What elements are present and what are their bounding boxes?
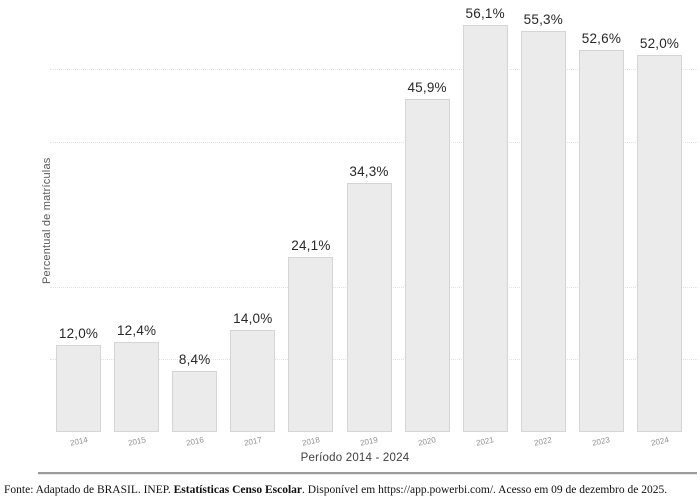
value-label-2016: 8,4%	[178, 352, 211, 368]
source-note-prefix: Fonte: Adaptado de BRASIL. INEP.	[4, 484, 174, 496]
bar-2015	[114, 342, 160, 432]
x-tick-2020: 2020	[417, 435, 437, 448]
source-note-bold: Estatísticas Censo Escolar	[173, 484, 303, 496]
bar-2024	[637, 54, 682, 432]
value-label-2014: 12,0%	[58, 325, 99, 341]
value-label-2022: 55,3%	[523, 11, 563, 27]
gridline-40	[50, 141, 698, 143]
value-label-2015: 12,4%	[116, 323, 157, 339]
x-tick-2021: 2021	[475, 435, 495, 448]
x-tick-2017: 2017	[243, 435, 263, 448]
source-note: Fonte: Adaptado de BRASIL. INEP. Estatís…	[4, 484, 698, 496]
bar-2023	[578, 50, 624, 432]
footer-divider	[38, 472, 697, 475]
bar-2018	[288, 257, 334, 432]
bar-2017	[230, 330, 276, 432]
x-axis-title: Período 2014 - 2024	[300, 452, 410, 464]
value-label-2018: 24,1%	[291, 238, 331, 254]
value-label-2023: 52,6%	[581, 31, 622, 47]
x-tick-2019: 2019	[359, 435, 379, 448]
bar-2021	[462, 24, 508, 432]
x-tick-2023: 2023	[591, 435, 612, 448]
value-label-2017: 14,0%	[233, 311, 273, 327]
gridline-50	[50, 69, 698, 71]
bar-2016	[172, 371, 218, 432]
x-tick-2015: 2015	[126, 435, 147, 448]
value-label-2019: 34,3%	[349, 164, 389, 180]
x-tick-2018: 2018	[301, 435, 321, 448]
bar-2019	[346, 183, 392, 432]
x-tick-2014: 2014	[68, 435, 89, 448]
bar-2014	[56, 344, 101, 432]
bar-2020	[404, 98, 450, 432]
source-note-suffix: . Disponível em https://app.powerbi.com/…	[302, 484, 668, 496]
bar-2022	[520, 30, 566, 432]
value-label-2021: 56,1%	[465, 5, 505, 21]
x-tick-2024: 2024	[649, 435, 670, 448]
y-axis-title: Percentual de matrículas	[41, 157, 53, 285]
value-label-2020: 45,9%	[407, 79, 447, 95]
x-tick-2022: 2022	[533, 435, 553, 448]
value-label-2024: 52,0%	[639, 35, 680, 51]
x-tick-2016: 2016	[185, 435, 205, 448]
